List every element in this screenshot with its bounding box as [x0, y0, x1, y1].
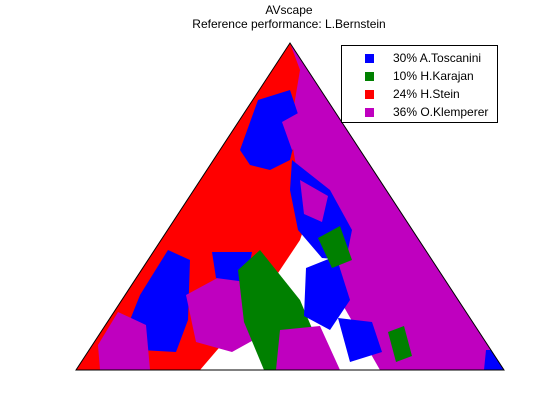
legend-swatch-toscanini — [365, 54, 374, 63]
legend-item-stein: 24% H.Stein — [342, 86, 497, 102]
chart-title: AVscape — [265, 3, 313, 17]
legend-swatch-klemperer — [365, 108, 374, 117]
region-klemperer-mid — [300, 180, 328, 222]
region-karajan-br — [388, 326, 412, 362]
chart-subtitle: Reference performance: L.Bernstein — [192, 17, 386, 31]
region-klemperer-notch — [282, 112, 306, 150]
region-klemperer-bottom — [276, 326, 340, 370]
legend-label-stein: 24% H.Stein — [393, 87, 460, 101]
triangle-outline — [75, 42, 505, 371]
legend-swatch-stein — [365, 90, 374, 99]
legend-swatch-karajan — [365, 72, 374, 81]
region-toscanini-corner — [484, 350, 504, 370]
legend-label-toscanini: 30% A.Toscanini — [393, 51, 482, 65]
legend-label-karajan: 10% H.Karajan — [393, 69, 474, 83]
legend-label-klemperer: 36% O.Klemperer — [393, 105, 489, 119]
legend-item-karajan: 10% H.Karajan — [342, 68, 497, 84]
region-toscanini-right — [304, 256, 350, 330]
legend: 30% A.Toscanini 10% H.Karajan 24% H.Stei… — [341, 45, 498, 123]
region-toscanini-top — [240, 90, 300, 170]
legend-item-klemperer: 36% O.Klemperer — [342, 104, 497, 120]
region-karajan-right — [318, 226, 352, 268]
region-klemperer-left — [98, 312, 150, 370]
legend-item-toscanini: 30% A.Toscanini — [342, 50, 497, 66]
region-toscanini-br — [338, 318, 382, 362]
